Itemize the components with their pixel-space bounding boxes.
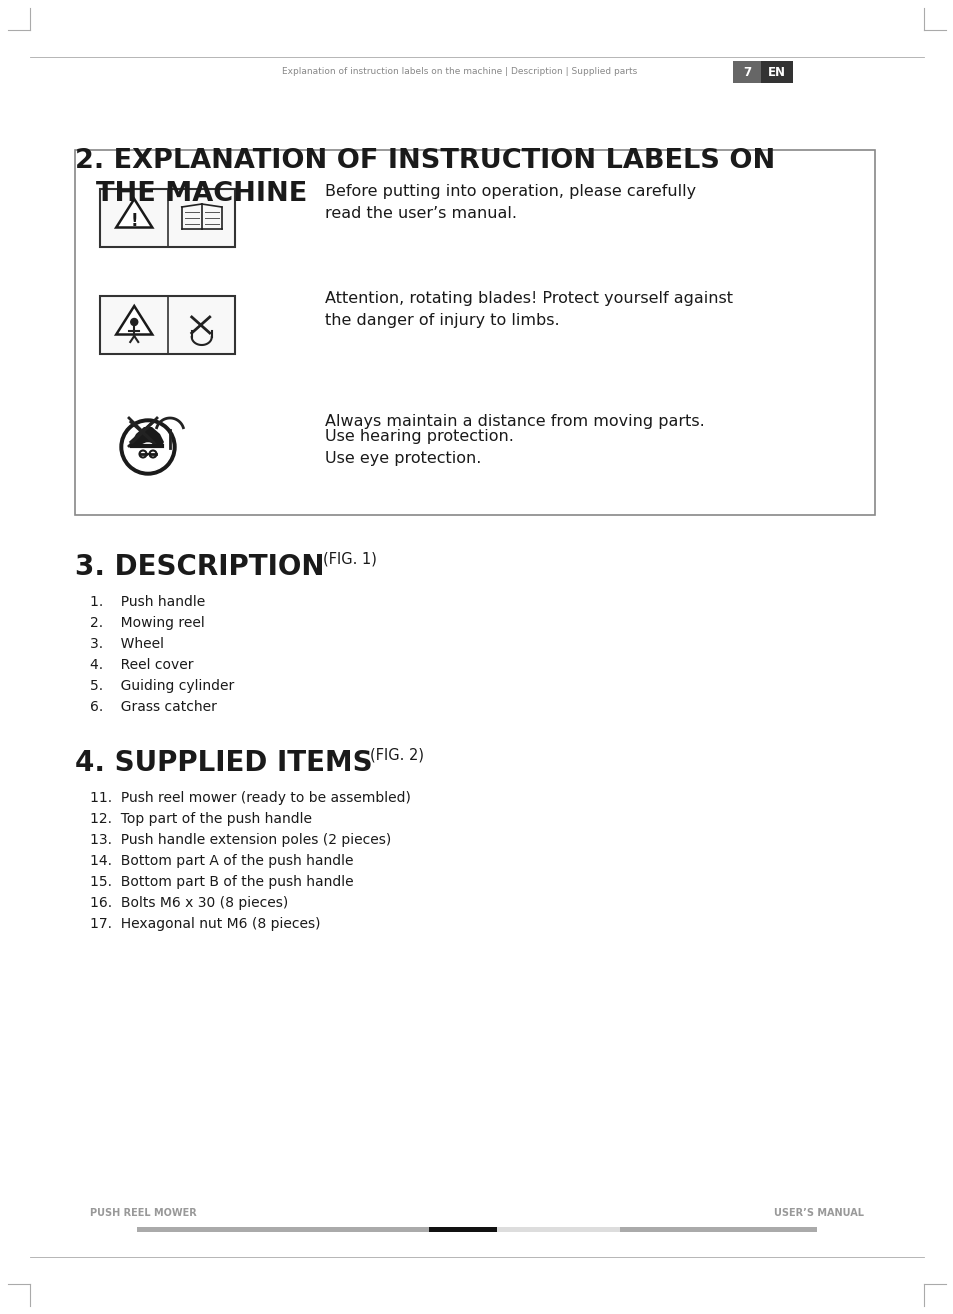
Text: (FIG. 2): (FIG. 2): [370, 746, 423, 762]
Bar: [100, 296, 235, 353]
Circle shape: [124, 423, 172, 470]
Text: 7: 7: [742, 66, 750, 79]
Text: 6.    Grass catcher: 6. Grass catcher: [90, 700, 216, 714]
Bar: [497, 1227, 619, 1233]
Text: PUSH REEL MOWER: PUSH REEL MOWER: [90, 1208, 196, 1218]
Text: THE MACHINE: THE MACHINE: [96, 181, 307, 208]
Text: 14.  Bottom part A of the push handle: 14. Bottom part A of the push handle: [90, 854, 354, 869]
Text: Always maintain a distance from moving parts.: Always maintain a distance from moving p…: [325, 414, 704, 428]
Text: Explanation of instruction labels on the machine | Description | Supplied parts: Explanation of instruction labels on the…: [282, 67, 637, 76]
Bar: [100, 189, 235, 247]
Text: Before putting into operation, please carefully
read the user’s manual.: Before putting into operation, please ca…: [325, 184, 696, 221]
Text: 12.  Top part of the push handle: 12. Top part of the push handle: [90, 812, 312, 827]
Bar: [732, 60, 760, 83]
Text: 11.  Push reel mower (ready to be assembled): 11. Push reel mower (ready to be assembl…: [90, 791, 411, 805]
Text: (FIG. 1): (FIG. 1): [323, 551, 376, 566]
Text: 2. EXPLANATION OF INSTRUCTION LABELS ON: 2. EXPLANATION OF INSTRUCTION LABELS ON: [75, 148, 775, 173]
Text: 15.  Bottom part B of the push handle: 15. Bottom part B of the push handle: [90, 875, 354, 890]
Text: !: !: [131, 212, 138, 230]
Text: 13.  Push handle extension poles (2 pieces): 13. Push handle extension poles (2 piece…: [90, 833, 391, 848]
Bar: [327, 1227, 429, 1233]
Circle shape: [197, 322, 204, 328]
Text: 2.    Mowing reel: 2. Mowing reel: [90, 616, 205, 629]
Text: 16.  Bolts M6 x 30 (8 pieces): 16. Bolts M6 x 30 (8 pieces): [90, 896, 288, 911]
Bar: [760, 60, 792, 83]
Polygon shape: [132, 427, 164, 445]
Polygon shape: [116, 306, 152, 335]
Circle shape: [139, 443, 157, 461]
Bar: [429, 1227, 497, 1233]
Circle shape: [120, 419, 175, 474]
Text: 5.    Guiding cylinder: 5. Guiding cylinder: [90, 679, 234, 692]
Text: Attention, rotating blades! Protect yourself against
the danger of injury to lim: Attention, rotating blades! Protect your…: [325, 290, 732, 327]
Circle shape: [137, 428, 144, 435]
Text: Use hearing protection.
Use eye protection.: Use hearing protection. Use eye protecti…: [325, 428, 514, 465]
Polygon shape: [116, 198, 152, 227]
Text: 4. SUPPLIED ITEMS: 4. SUPPLIED ITEMS: [75, 749, 373, 777]
Text: 17.  Hexagonal nut M6 (8 pieces): 17. Hexagonal nut M6 (8 pieces): [90, 917, 320, 932]
Text: 1.    Push handle: 1. Push handle: [90, 595, 205, 608]
Text: 4.    Reel cover: 4. Reel cover: [90, 658, 193, 671]
Bar: [137, 1227, 327, 1233]
Text: 3.    Wheel: 3. Wheel: [90, 637, 164, 650]
Circle shape: [131, 318, 137, 326]
Text: EN: EN: [767, 66, 785, 79]
Bar: [619, 1227, 816, 1233]
Bar: [75, 150, 874, 515]
Circle shape: [164, 418, 175, 428]
Text: USER’S MANUAL: USER’S MANUAL: [773, 1208, 863, 1218]
Text: 3. DESCRIPTION: 3. DESCRIPTION: [75, 553, 324, 581]
